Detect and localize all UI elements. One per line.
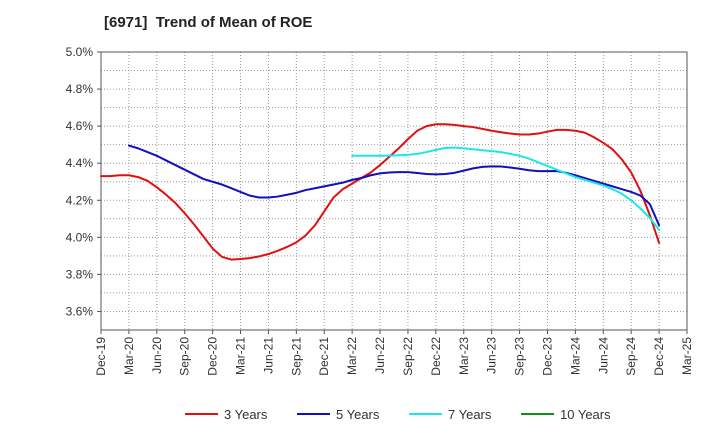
- y-tick-label: 4.4%: [66, 156, 94, 170]
- plot-grid: [101, 52, 687, 330]
- x-tick-label: Jun-23: [485, 337, 499, 374]
- x-tick-label: Mar-24: [568, 337, 582, 375]
- plot-axes: [100, 51, 688, 331]
- series-lines: [100, 123, 661, 261]
- x-tick-label: Mar-23: [457, 337, 471, 375]
- chart-legend: 3 Years 5 Years 7 Years 10 Years: [185, 407, 611, 422]
- x-tick-label: Mar-22: [345, 337, 359, 375]
- x-tick-label: Dec-22: [429, 337, 443, 376]
- plot-frame: [100, 51, 688, 331]
- legend-label-3-years: 3 Years: [224, 407, 268, 422]
- x-tick-label: Sep-22: [401, 337, 415, 376]
- x-tick-label: Jun-21: [261, 337, 275, 374]
- y-tick-label: 4.2%: [66, 193, 94, 207]
- legend-label-7-years: 7 Years: [448, 407, 492, 422]
- legend-label-5-years: 5 Years: [336, 407, 380, 422]
- x-tick-label: Dec-24: [652, 337, 666, 376]
- x-tick-label: Jun-22: [373, 337, 387, 374]
- series-line-3-years: [100, 123, 661, 261]
- x-tick-label: Dec-23: [540, 337, 554, 376]
- x-tick-label: Dec-21: [317, 337, 331, 376]
- y-tick-label: 3.8%: [66, 267, 94, 281]
- x-tick-label: Mar-25: [680, 337, 694, 375]
- x-tick-label: Mar-21: [234, 337, 248, 375]
- y-tick-label: 3.6%: [66, 304, 94, 318]
- y-tick-label: 5.0%: [66, 45, 94, 59]
- chart-title: [6971] Trend of Mean of ROE: [104, 14, 313, 31]
- x-tick-label: Mar-20: [122, 337, 136, 375]
- series-line-5-years: [127, 144, 661, 227]
- x-tick-label: Sep-20: [178, 337, 192, 376]
- x-tick-label: Sep-23: [513, 337, 527, 376]
- x-tick-label: Jun-24: [596, 337, 610, 374]
- y-tick-label: 4.8%: [66, 82, 94, 96]
- x-tick-label: Dec-19: [94, 337, 108, 376]
- y-tick-label: 4.6%: [66, 119, 94, 133]
- y-tick-label: 4.0%: [66, 230, 94, 244]
- plot-area: [101, 52, 687, 330]
- legend-label-10-years: 10 Years: [560, 407, 611, 422]
- x-axis-ticks: Dec-19 Mar-20 Jun-20 Sep-20 Dec-20 Mar-21 Jun-…: [94, 330, 694, 376]
- x-tick-label: Sep-24: [624, 337, 638, 376]
- series-line-7-years: [351, 146, 661, 231]
- x-tick-label: Jun-20: [150, 337, 164, 374]
- x-tick-label: Sep-21: [289, 337, 303, 376]
- x-tick-label: Dec-20: [206, 337, 220, 376]
- y-axis-ticks: 3.6% 3.8% 4.0% 4.2% 4.4% 4.6% 4.8% 5.0%: [66, 45, 101, 318]
